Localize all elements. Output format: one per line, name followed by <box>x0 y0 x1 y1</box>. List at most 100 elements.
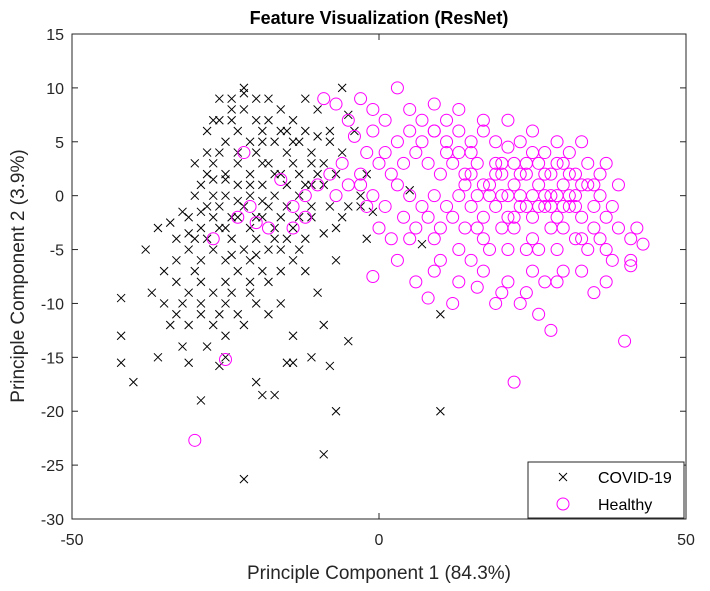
healthy-point <box>562 146 576 160</box>
healthy-point <box>581 156 595 170</box>
covid-point <box>208 158 218 168</box>
covid-point <box>264 245 273 254</box>
healthy-point <box>378 113 392 127</box>
healthy-point <box>409 221 423 235</box>
covid-point <box>129 377 138 387</box>
healthy-point <box>513 296 527 310</box>
covid-point <box>196 180 206 190</box>
covid-point <box>282 180 292 190</box>
covid-point <box>215 94 224 104</box>
covid-point <box>288 223 298 233</box>
covid-point <box>116 331 126 341</box>
covid-point <box>319 449 329 459</box>
covid-point <box>282 148 292 157</box>
healthy-point <box>446 296 460 310</box>
y-tick-label: 15 <box>46 27 64 44</box>
covid-point <box>251 148 261 157</box>
covid-point <box>147 288 157 298</box>
covid-point <box>331 406 341 416</box>
healthy-point <box>489 296 503 310</box>
healthy-point <box>611 178 625 192</box>
covid-point <box>319 320 329 330</box>
healthy-point <box>593 189 607 203</box>
healthy-point <box>458 167 472 181</box>
healthy-point <box>538 167 552 181</box>
healthy-point <box>568 167 582 181</box>
covid-point <box>368 207 378 217</box>
covid-point <box>276 105 286 114</box>
healthy-point <box>470 280 484 294</box>
covid-point <box>325 126 335 136</box>
healthy-point <box>624 232 638 246</box>
legend: COVID-19 Healthy <box>527 461 685 519</box>
covid-point <box>196 255 206 265</box>
legend-label-covid: COVID-19 <box>598 470 672 487</box>
healthy-point <box>470 189 484 203</box>
covid-point <box>257 137 267 147</box>
healthy-point <box>550 210 564 224</box>
covid-point <box>221 352 230 362</box>
healthy-point <box>575 264 589 278</box>
covid-point <box>313 288 322 298</box>
healthy-point <box>593 232 607 246</box>
healthy-point <box>568 232 582 246</box>
covid-point <box>184 229 194 238</box>
healthy-point <box>526 124 539 138</box>
healthy-point <box>409 275 423 289</box>
healthy-point <box>513 199 527 213</box>
covid-point <box>208 245 218 254</box>
covid-point <box>343 336 353 346</box>
healthy-point <box>599 243 613 257</box>
covid-point <box>190 266 200 276</box>
covid-point <box>221 299 230 308</box>
covid-point <box>239 105 249 114</box>
healthy-point <box>384 232 398 246</box>
covid-point <box>227 250 236 260</box>
covid-point <box>245 180 255 190</box>
covid-point <box>251 212 261 222</box>
covid-point <box>436 309 445 319</box>
y-tick-label: 5 <box>55 135 64 152</box>
covid-point <box>227 115 236 125</box>
covid-point <box>196 396 206 405</box>
healthy-point <box>403 102 417 116</box>
covid-point <box>153 352 163 362</box>
healthy-point <box>489 156 503 170</box>
covid-point <box>307 202 316 211</box>
healthy-point <box>335 156 349 170</box>
covid-point <box>208 288 218 298</box>
covid-point <box>313 169 322 179</box>
healthy-point <box>366 189 380 203</box>
covid-point <box>276 245 286 254</box>
healthy-point <box>354 167 368 181</box>
healthy-point <box>507 178 521 192</box>
healthy-point <box>464 135 478 149</box>
healthy-point <box>452 243 466 257</box>
healthy-point <box>507 210 521 224</box>
x-axis-label: Principle Component 1 (84.3%) <box>247 563 511 584</box>
covid-point <box>153 223 163 233</box>
healthy-point <box>581 178 595 192</box>
healthy-point <box>544 221 558 235</box>
covid-point <box>245 169 255 179</box>
covid-point <box>257 390 267 400</box>
covid-point <box>343 110 353 120</box>
covid-point <box>270 169 279 179</box>
covid-point <box>239 474 249 484</box>
healthy-point <box>476 232 490 246</box>
covid-point <box>307 158 316 168</box>
covid-point <box>233 196 243 206</box>
healthy-point <box>458 221 472 235</box>
healthy-point <box>587 178 601 192</box>
covid-point <box>184 212 194 222</box>
covid-point <box>208 191 218 201</box>
healthy-point <box>390 253 404 267</box>
covid-point <box>233 158 243 168</box>
healthy-point <box>421 291 435 305</box>
healthy-point <box>489 135 503 149</box>
healthy-point <box>599 275 613 289</box>
covid-point <box>257 126 267 136</box>
covid-point <box>141 245 151 254</box>
healthy-point <box>403 189 417 203</box>
